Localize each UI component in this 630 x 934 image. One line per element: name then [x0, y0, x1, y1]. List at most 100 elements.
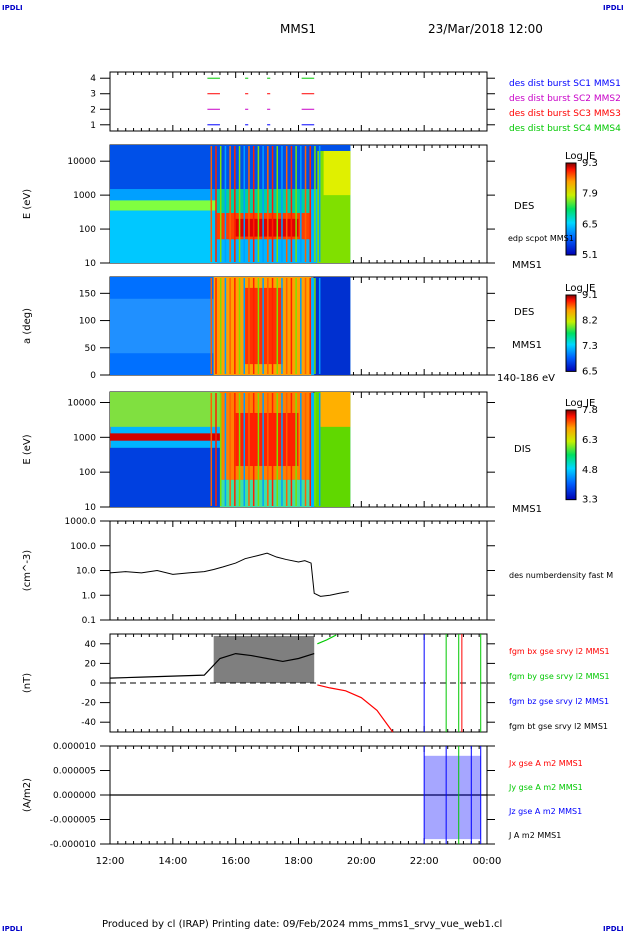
des_pitch-stripe: [224, 278, 227, 374]
des_energy-ytick-label: 10: [85, 259, 97, 269]
dis_energy-colorbar-tick: 3.3: [582, 495, 598, 506]
dis_energy-stripe: [243, 393, 246, 506]
des_energy-stripe: [295, 146, 297, 262]
des_energy-ytick-label: 100: [79, 225, 96, 235]
des_energy-colorbar-tick: 9.3: [582, 158, 598, 169]
density-ytick-label: 1000.0: [65, 517, 97, 527]
des_pitch-stripe: [252, 278, 255, 374]
dis_energy-colorbar-tick: 7.8: [582, 405, 598, 416]
burst-ytick-label: 3: [90, 90, 96, 100]
des_energy-ylabel: E (eV): [22, 189, 33, 219]
dis_energy-stripe: [295, 393, 297, 506]
des_energy-stripe: [267, 146, 269, 262]
des_energy-stripe: [300, 146, 302, 262]
des_pitch-ytick-label: 0: [90, 371, 96, 381]
fgm-ylabel: (nT): [22, 673, 33, 693]
currents-ytick-label: -0.000005: [50, 816, 96, 826]
dis_energy-colorbar: [565, 409, 577, 501]
des_pitch-stripe: [281, 278, 283, 374]
des_energy-cell: [216, 189, 312, 213]
dis_energy-stripe: [290, 393, 293, 506]
fgm-ytick-label: 40: [85, 640, 97, 650]
currents-legend: Jx gse A m2 MMS1: [508, 759, 583, 768]
fgm-legend: fgm bt gse srvy l2 MMS1: [509, 722, 608, 731]
dis_energy-colorbar-tick: 4.8: [582, 465, 598, 476]
dis_energy-cell: [110, 392, 220, 427]
des_energy-colorbar: [565, 162, 577, 256]
des_energy-colorbar-tick: 7.9: [582, 189, 598, 200]
dis_energy-ytick-label: 10: [85, 503, 97, 513]
dis_energy-colorbar-tick: 6.3: [582, 435, 598, 446]
des_energy-cell: [110, 189, 217, 201]
dis_energy-stripe: [271, 393, 274, 506]
currents-ytick-label: -0.000010: [50, 840, 96, 850]
burst-legend: des dist burst SC3 MMS3: [509, 109, 621, 119]
des_pitch-colorbar-tick: 8.2: [582, 315, 598, 326]
des-pitch-label: DES: [514, 307, 534, 318]
dis_energy-stripe: [224, 393, 227, 506]
des_pitch-stripe: [267, 278, 269, 374]
x-axis-tick-label: 22:00: [410, 856, 439, 867]
x-axis-tick-label: 18:00: [284, 856, 313, 867]
footer-text: Produced by cl (IRAP) Printing date: 09/…: [102, 919, 503, 930]
dis_energy-stripe: [248, 393, 250, 506]
des_pitch-cell: [110, 298, 214, 354]
currents-legend: Jz gse A m2 MMS1: [508, 807, 582, 816]
des_energy-stripe: [215, 146, 217, 262]
dis_energy-stripe: [219, 393, 222, 506]
density-ylabel: (cm^-3): [22, 550, 33, 591]
dis_energy-cell: [219, 479, 312, 507]
des_energy-stripe: [271, 146, 274, 262]
des_pitch-stripe: [314, 278, 316, 374]
burst-frame: [109, 71, 488, 132]
corner-label-bottom-left: IPDLI: [2, 925, 23, 933]
des_pitch-stripe: [243, 278, 246, 374]
dis_energy-stripe: [276, 393, 279, 506]
des_energy-stripe: [262, 146, 264, 262]
density-legend: des numberdensity fast M: [509, 571, 613, 580]
dis_energy-stripe: [281, 393, 283, 506]
des_pitch-stripe: [229, 278, 231, 374]
x-axis-tick-label: 14:00: [158, 856, 187, 867]
des-pitch-under-label: 140-186 eV: [497, 373, 555, 384]
des-energy-label: DES: [514, 201, 534, 212]
des_pitch-stripe: [219, 278, 222, 374]
des_pitch-stripe: [262, 278, 264, 374]
dis_energy-stripe: [314, 393, 316, 506]
des_energy-stripe: [276, 146, 279, 262]
des_energy-stripe: [248, 146, 250, 262]
des_energy-cell: [110, 200, 217, 211]
des_energy-colorbar-tick: 6.5: [582, 219, 598, 230]
des_pitch-colorbar-tick: 9.1: [582, 290, 598, 301]
dis_energy-stripe: [252, 393, 255, 506]
des_pitch-stripe: [210, 278, 213, 374]
datetime-title: 23/Mar/2018 12:00: [428, 22, 543, 36]
density-ytick-label: 0.1: [82, 616, 96, 626]
des_energy-cell: [323, 150, 351, 196]
des_pitch-stripe: [248, 278, 250, 374]
dis_energy-stripe: [229, 393, 231, 506]
des_energy-ytick-label: 10000: [67, 157, 96, 167]
des_energy-stripe: [219, 146, 222, 262]
fgm-ytick-label: -40: [81, 718, 96, 728]
dis_energy-cell: [110, 447, 220, 507]
dis_energy-stripe: [300, 393, 302, 506]
dis_energy-ytick-label: 100: [79, 468, 96, 478]
des_pitch-stripe: [318, 278, 321, 374]
burst-legend: des dist burst SC4 MMS4: [509, 124, 621, 134]
dis_energy-stripe: [215, 393, 217, 506]
des_pitch-ytick-label: 100: [79, 317, 96, 327]
fgm-series-line: [317, 634, 337, 645]
des_pitch-colorbar: [565, 294, 577, 372]
dis_energy-stripe: [234, 393, 236, 506]
dis_energy-stripe: [285, 393, 288, 506]
currents-legend: Jy gse A m2 MMS1: [508, 783, 583, 792]
x-axis-tick-label: 16:00: [221, 856, 250, 867]
des_energy-stripe: [257, 146, 260, 262]
x-axis-tick-label: 00:00: [473, 856, 502, 867]
dis_energy-stripe: [210, 393, 213, 506]
currents-ytick-label: 0.000005: [53, 767, 96, 777]
currents-ylabel: (A/m2): [22, 778, 33, 812]
des_energy-stripe: [309, 146, 311, 262]
fgm-series-line: [109, 652, 315, 679]
